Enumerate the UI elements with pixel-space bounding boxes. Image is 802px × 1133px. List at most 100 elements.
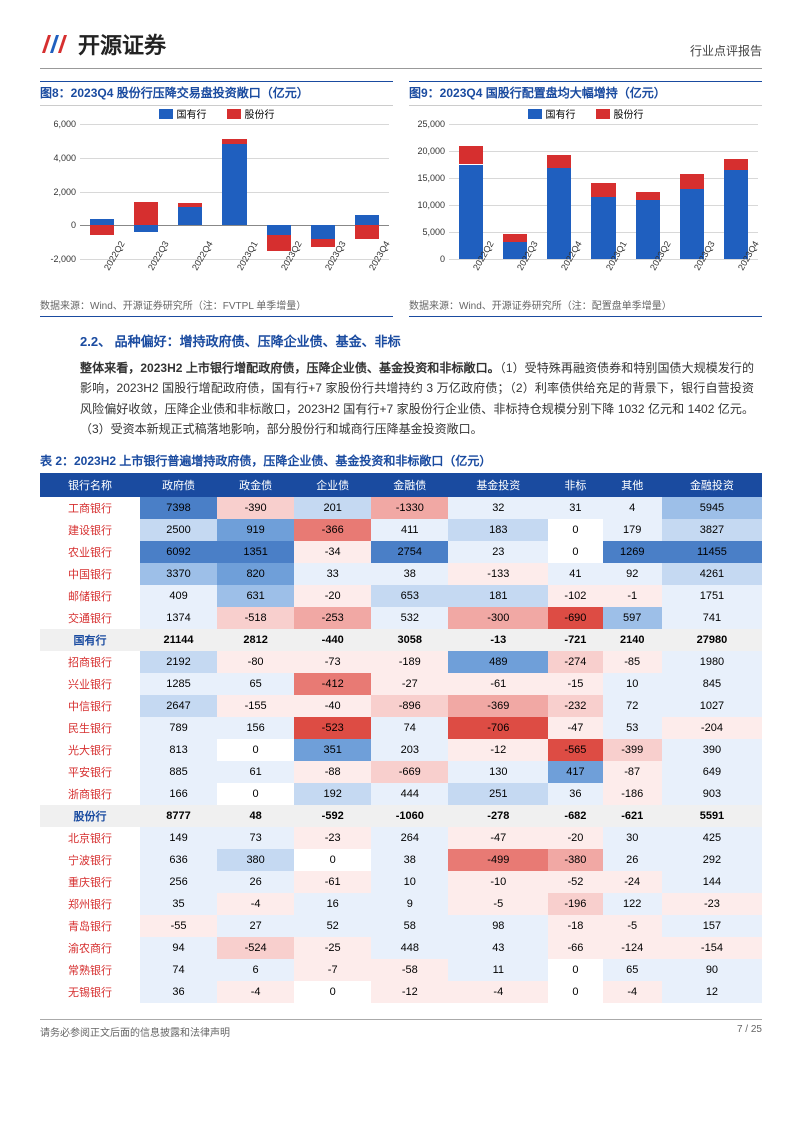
- logo-icon: [40, 29, 70, 59]
- data-cell: 1027: [662, 695, 762, 717]
- data-cell: 390: [662, 739, 762, 761]
- data-cell: -4: [603, 981, 662, 1003]
- data-cell: -20: [548, 827, 602, 849]
- data-cell: -15: [548, 673, 602, 695]
- data-cell: 1751: [662, 585, 762, 607]
- data-cell: 636: [140, 849, 217, 871]
- table-row: 招商银行2192-80-73-189489-274-851980: [40, 651, 762, 673]
- data-cell: 5945: [662, 497, 762, 519]
- data-cell: -412: [294, 673, 371, 695]
- data-cell: -669: [371, 761, 448, 783]
- table-row: 平安银行88561-88-669130417-87649: [40, 761, 762, 783]
- data-cell: -61: [448, 673, 548, 695]
- page-number: 7 / 25: [737, 1024, 762, 1039]
- data-cell: -4: [217, 893, 294, 915]
- data-cell: 21144: [140, 629, 217, 651]
- data-cell: 90: [662, 959, 762, 981]
- data-cell: 813: [140, 739, 217, 761]
- page-footer: 请务必参阅正文后面的信息披露和法律声明 7 / 25: [40, 1019, 762, 1039]
- data-cell: -518: [217, 607, 294, 629]
- data-cell: 52: [294, 915, 371, 937]
- data-cell: 264: [371, 827, 448, 849]
- data-cell: 73: [217, 827, 294, 849]
- data-cell: 12: [662, 981, 762, 1003]
- table-row: 宁波银行636380038-499-38026292: [40, 849, 762, 871]
- data-cell: -13: [448, 629, 548, 651]
- data-cell: -5: [603, 915, 662, 937]
- data-cell: 885: [140, 761, 217, 783]
- data-cell: -18: [548, 915, 602, 937]
- data-cell: -706: [448, 717, 548, 739]
- col-header: 政金债: [217, 473, 294, 497]
- data-cell: 2140: [603, 629, 662, 651]
- data-cell: -40: [294, 695, 371, 717]
- bank-name-cell: 郑州银行: [40, 893, 140, 915]
- data-cell: -27: [371, 673, 448, 695]
- data-cell: -1: [603, 585, 662, 607]
- data-cell: -278: [448, 805, 548, 827]
- table-row: 民生银行789156-52374-706-4753-204: [40, 717, 762, 739]
- data-cell: -73: [294, 651, 371, 673]
- data-cell: 122: [603, 893, 662, 915]
- data-cell: 489: [448, 651, 548, 673]
- data-cell: -80: [217, 651, 294, 673]
- data-cell: -721: [548, 629, 602, 651]
- table-row: 光大银行8130351203-12-565-399390: [40, 739, 762, 761]
- data-cell: 74: [140, 959, 217, 981]
- bank-name-cell: 重庆银行: [40, 871, 140, 893]
- table-row: 工商银行7398-390201-1330323145945: [40, 497, 762, 519]
- data-cell: 32: [448, 497, 548, 519]
- data-cell: -12: [371, 981, 448, 1003]
- data-cell: 8777: [140, 805, 217, 827]
- data-cell: -232: [548, 695, 602, 717]
- data-cell: 6: [217, 959, 294, 981]
- data-cell: 179: [603, 519, 662, 541]
- table-row: 农业银行60921351-342754230126911455: [40, 541, 762, 563]
- table-row: 郑州银行35-4169-5-196122-23: [40, 893, 762, 915]
- data-cell: 0: [548, 541, 602, 563]
- data-cell: 10: [371, 871, 448, 893]
- data-cell: 532: [371, 607, 448, 629]
- data-cell: 31: [548, 497, 602, 519]
- data-cell: -52: [548, 871, 602, 893]
- data-cell: -55: [140, 915, 217, 937]
- data-cell: -88: [294, 761, 371, 783]
- bank-name-cell: 兴业银行: [40, 673, 140, 695]
- data-cell: -896: [371, 695, 448, 717]
- data-cell: 411: [371, 519, 448, 541]
- charts-row: 图8：2023Q4 股份行压降交易盘投资敞口（亿元） 国有行股份行-2,0000…: [40, 81, 762, 317]
- data-cell: 181: [448, 585, 548, 607]
- data-cell: 157: [662, 915, 762, 937]
- data-cell: 35: [140, 893, 217, 915]
- data-cell: -154: [662, 937, 762, 959]
- col-header: 银行名称: [40, 473, 140, 497]
- bank-name-cell: 招商银行: [40, 651, 140, 673]
- data-cell: 7398: [140, 497, 217, 519]
- data-cell: 10: [603, 673, 662, 695]
- data-cell: 33: [294, 563, 371, 585]
- data-cell: 61: [217, 761, 294, 783]
- data-cell: 4261: [662, 563, 762, 585]
- table-row: 中信银行2647-155-40-896-369-232721027: [40, 695, 762, 717]
- data-cell: 789: [140, 717, 217, 739]
- col-header: 金融债: [371, 473, 448, 497]
- data-cell: -499: [448, 849, 548, 871]
- table-row: 重庆银行25626-6110-10-52-24144: [40, 871, 762, 893]
- data-cell: 0: [217, 739, 294, 761]
- chart8-source: 数据来源：Wind、开源证券研究所（注：FVTPL 单季增量）: [40, 297, 393, 317]
- data-cell: 26: [217, 871, 294, 893]
- data-cell: 5591: [662, 805, 762, 827]
- chart9-source: 数据来源：Wind、开源证券研究所（注：配置盘单季增量）: [409, 297, 762, 317]
- bank-name-cell: 中信银行: [40, 695, 140, 717]
- table-row: 股份行877748-592-1060-278-682-6215591: [40, 805, 762, 827]
- data-cell: -369: [448, 695, 548, 717]
- data-cell: 251: [448, 783, 548, 805]
- data-cell: 351: [294, 739, 371, 761]
- data-cell: -34: [294, 541, 371, 563]
- data-cell: -204: [662, 717, 762, 739]
- data-cell: -25: [294, 937, 371, 959]
- data-cell: -523: [294, 717, 371, 739]
- data-cell: 1980: [662, 651, 762, 673]
- bank-name-cell: 常熟银行: [40, 959, 140, 981]
- bank-name-cell: 青岛银行: [40, 915, 140, 937]
